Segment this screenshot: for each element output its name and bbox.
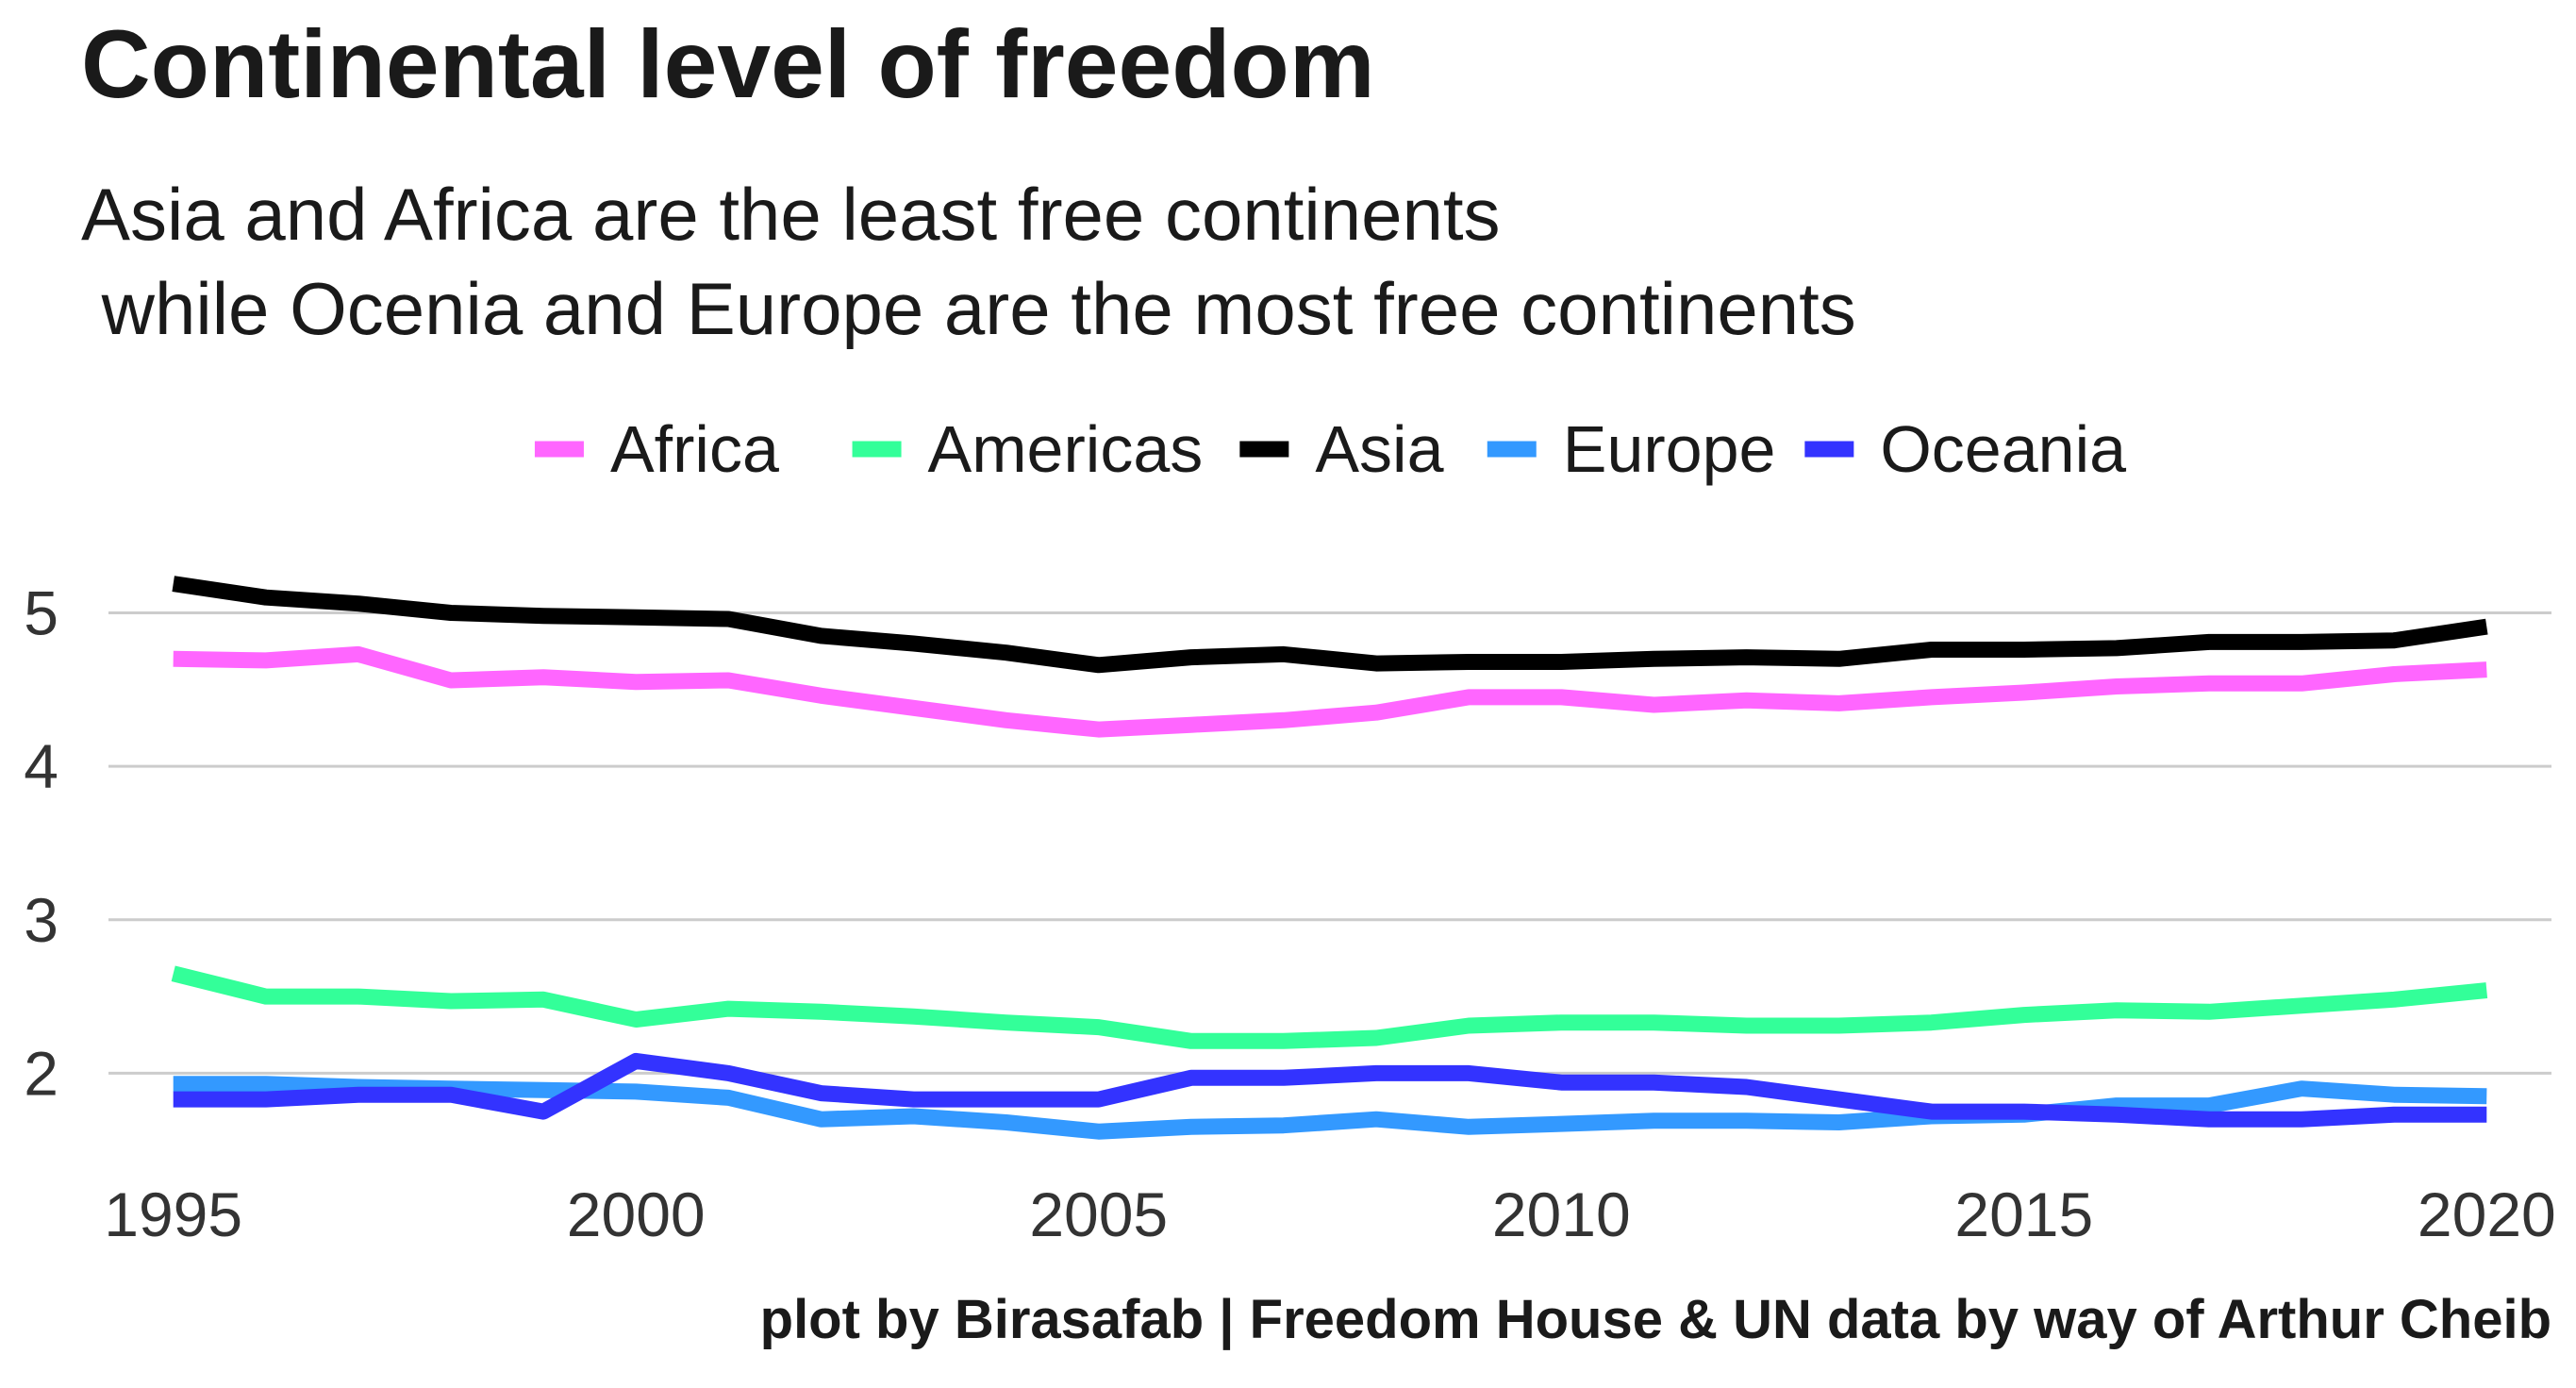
y-tick-label: 4 [24,731,58,801]
legend-label-oceania: Oceania [1880,412,2126,486]
series-line-americas [171,965,2488,1049]
x-tick-label: 1995 [104,1179,242,1249]
series-lines [171,576,2488,1140]
x-tick-label: 2005 [1029,1179,1168,1249]
x-tick-label: 2015 [1954,1179,2093,1249]
x-tick-label: 2000 [567,1179,706,1249]
legend-label-americas: Americas [928,412,1204,486]
legend-label-africa: Africa [610,412,779,486]
y-tick-label: 3 [24,885,58,955]
series-line-africa [173,645,2487,738]
x-tick-label: 2020 [2418,1179,2556,1249]
y-tick-label: 2 [24,1038,58,1108]
chart-subtitle: Asia and Africa are the least free conti… [81,173,1856,350]
legend-label-asia: Asia [1315,412,1443,486]
series-line-asia [172,576,2488,674]
y-axis-ticks: 2 3 4 5 [24,577,58,1108]
chart-caption: plot by Birasafab | Freedom House & UN d… [759,1289,2551,1350]
legend: Africa Americas Asia Europe Oceania [534,412,2126,486]
x-axis-ticks: 1995 2000 2005 2010 2015 2020 [104,1179,2555,1249]
x-tick-label: 2010 [1492,1179,1631,1249]
y-tick-label: 5 [24,577,58,647]
series-line-oceania [173,1052,2487,1128]
legend-label-europe: Europe [1563,412,1776,486]
chart-title: Continental level of freedom [81,10,1375,118]
